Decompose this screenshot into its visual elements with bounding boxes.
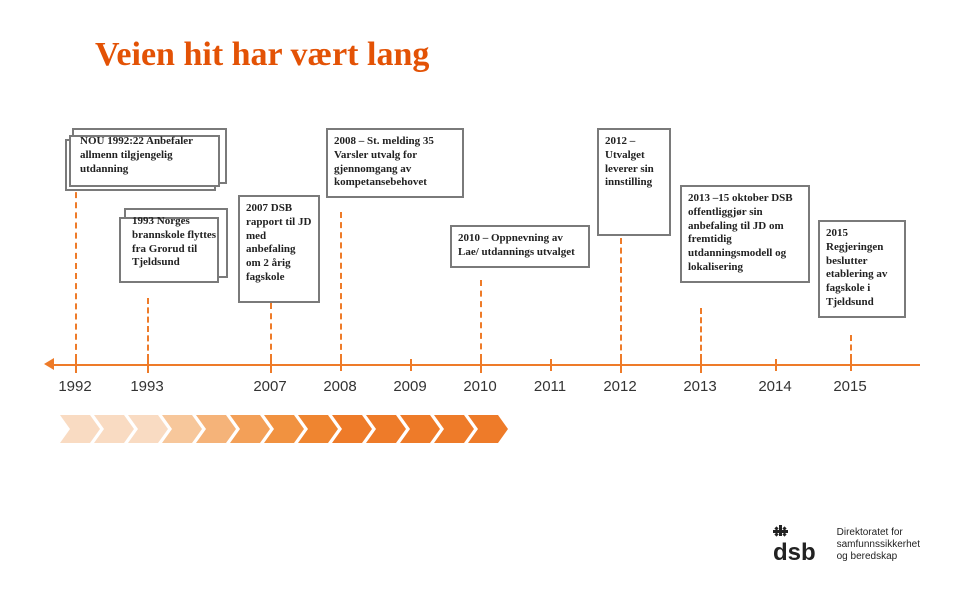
chevron-row: [60, 415, 502, 443]
connector-2013: [700, 308, 702, 360]
connector-2015: [850, 335, 852, 360]
connector-2007: [270, 303, 272, 360]
connector-1993: [147, 298, 149, 360]
chevron-13: [468, 415, 508, 443]
dsb-logo-text: dsb: [773, 539, 816, 565]
event-box-2007: 2007 DSB rapport til JD med anbefaling o…: [238, 195, 320, 303]
dsb-logo: dsb Direktoratet for samfunnssikkerhet o…: [773, 525, 920, 565]
tick-1992: [75, 357, 77, 373]
event-box-2013: 2013 –15 oktober DSB offentliggjør sin a…: [680, 185, 810, 283]
year-2015: 2015: [833, 378, 866, 395]
event-box-1992: NOU 1992:22 Anbefaler allmenn tilgjengel…: [72, 128, 227, 184]
event-box-1993: 1993 Norges brannskole flyttes fra Groru…: [124, 208, 228, 278]
year-2008: 2008: [323, 378, 356, 395]
year-2011: 2011: [534, 378, 566, 395]
year-2012: 2012: [603, 378, 636, 395]
year-2007: 2007: [253, 378, 286, 395]
event-box-2012: 2012 – Utvalget leverer sin innstilling: [597, 128, 671, 236]
tick-2010: [480, 357, 482, 373]
logo-line1: Direktoratet for: [837, 527, 920, 539]
connector-2010: [480, 280, 482, 360]
timeline-axis: [50, 364, 920, 366]
year-1993: 1993: [130, 378, 163, 395]
year-2010: 2010: [463, 378, 496, 395]
tick-2012: [620, 357, 622, 373]
tick-2008: [340, 359, 342, 371]
connector-1992: [75, 182, 77, 360]
logo-line2: samfunnssikkerhet: [837, 539, 920, 551]
event-box-2015: 2015 Regjeringen beslutter etablering av…: [818, 220, 906, 318]
tick-2011: [550, 359, 552, 371]
tick-2013: [700, 357, 702, 373]
connector-2012: [620, 238, 622, 360]
dsb-logo-icon: dsb: [773, 525, 827, 565]
year-1992: 1992: [58, 378, 91, 395]
event-box-2010: 2010 – Oppnevning av Lae/ utdannings utv…: [450, 225, 590, 268]
tick-2014: [775, 359, 777, 371]
logo-line3: og beredskap: [837, 551, 920, 563]
page-title: Veien hit har vært lang: [95, 36, 429, 74]
tick-2015: [850, 359, 852, 371]
tick-2009: [410, 359, 412, 371]
year-2009: 2009: [393, 378, 426, 395]
connector-2008: [340, 212, 342, 360]
event-box-2008: 2008 – St. melding 35 Varsler utvalg for…: [326, 128, 464, 198]
tick-2007: [270, 357, 272, 373]
tick-1993: [147, 357, 149, 373]
dsb-logo-caption: Direktoratet for samfunnssikkerhet og be…: [837, 527, 920, 563]
year-2014: 2014: [758, 378, 791, 395]
year-2013: 2013: [683, 378, 716, 395]
